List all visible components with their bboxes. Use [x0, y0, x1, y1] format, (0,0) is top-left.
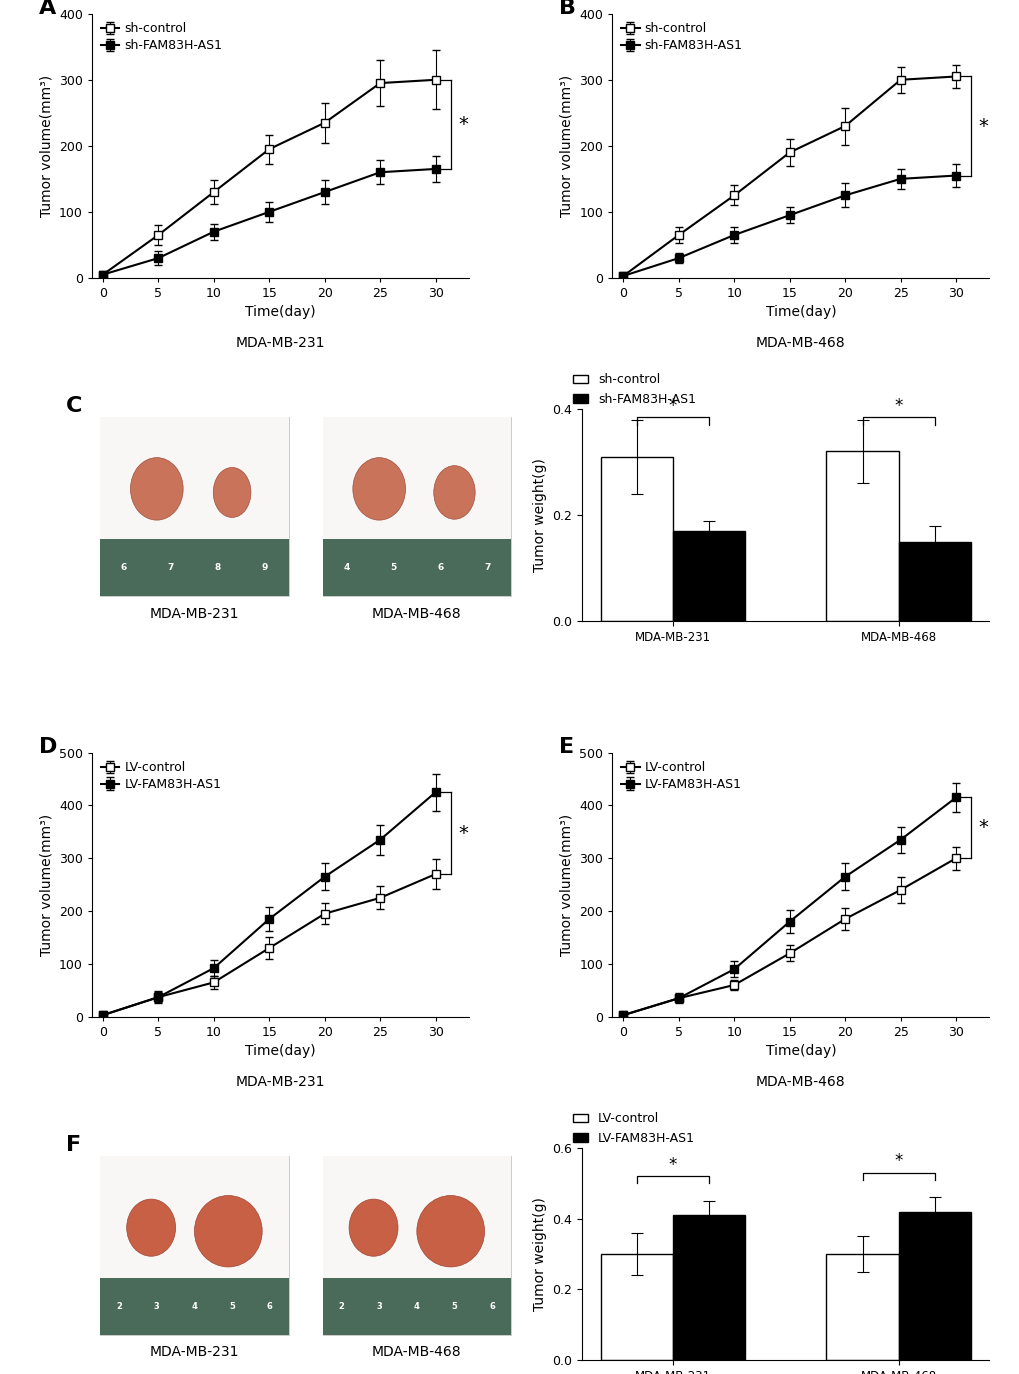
Text: 9: 9	[262, 563, 268, 572]
Text: 4: 4	[342, 563, 350, 572]
Text: 4: 4	[414, 1301, 420, 1311]
Legend: sh-control, sh-FAM83H-AS1: sh-control, sh-FAM83H-AS1	[618, 21, 745, 55]
Text: E: E	[558, 736, 574, 757]
Ellipse shape	[353, 458, 406, 521]
Text: 3: 3	[376, 1301, 382, 1311]
Y-axis label: Tumor volume(mm³): Tumor volume(mm³)	[559, 813, 573, 956]
FancyBboxPatch shape	[100, 539, 288, 596]
Text: 8: 8	[215, 563, 221, 572]
X-axis label: Time(day): Time(day)	[765, 1044, 836, 1058]
Legend: LV-control, LV-FAM83H-AS1: LV-control, LV-FAM83H-AS1	[568, 1107, 699, 1150]
Bar	[600, 1254, 673, 1360]
Text: MDA-MB-231: MDA-MB-231	[150, 1345, 239, 1359]
Text: D: D	[39, 736, 57, 757]
Bar	[825, 452, 898, 621]
Ellipse shape	[433, 466, 475, 519]
Bar	[600, 456, 673, 621]
Text: 6: 6	[120, 563, 127, 572]
FancyBboxPatch shape	[322, 1157, 511, 1334]
FancyBboxPatch shape	[322, 1278, 511, 1334]
Text: 5: 5	[229, 1301, 234, 1311]
Text: *: *	[978, 117, 987, 136]
Y-axis label: Tumor volume(mm³): Tumor volume(mm³)	[40, 74, 53, 217]
Bar	[898, 1212, 970, 1360]
Text: MDA-MB-468: MDA-MB-468	[755, 1074, 845, 1088]
Text: 5: 5	[451, 1301, 457, 1311]
Text: 7: 7	[484, 563, 490, 572]
FancyBboxPatch shape	[322, 418, 511, 539]
Text: *: *	[458, 115, 468, 133]
Y-axis label: Tumor volume(mm³): Tumor volume(mm³)	[39, 813, 53, 956]
Text: *: *	[458, 823, 468, 842]
Text: *: *	[978, 819, 987, 837]
X-axis label: Time(day): Time(day)	[245, 305, 315, 320]
Bar	[825, 1254, 898, 1360]
Text: MDA-MB-468: MDA-MB-468	[372, 1345, 462, 1359]
FancyBboxPatch shape	[322, 539, 511, 596]
Legend: LV-control, LV-FAM83H-AS1: LV-control, LV-FAM83H-AS1	[98, 758, 223, 794]
Text: 5: 5	[390, 563, 396, 572]
Text: 4: 4	[192, 1301, 198, 1311]
Bar	[673, 1215, 744, 1360]
Text: B: B	[558, 0, 576, 18]
FancyBboxPatch shape	[100, 418, 288, 539]
Legend: LV-control, LV-FAM83H-AS1: LV-control, LV-FAM83H-AS1	[618, 758, 744, 794]
Y-axis label: Tumor volume(mm³): Tumor volume(mm³)	[559, 74, 574, 217]
Ellipse shape	[130, 458, 183, 521]
Legend: sh-control, sh-FAM83H-AS1: sh-control, sh-FAM83H-AS1	[568, 368, 700, 411]
Text: 7: 7	[167, 563, 174, 572]
Text: F: F	[66, 1135, 82, 1156]
Bar	[898, 541, 970, 621]
Text: C: C	[66, 396, 83, 416]
FancyBboxPatch shape	[100, 1278, 288, 1334]
X-axis label: Time(day): Time(day)	[245, 1044, 315, 1058]
Text: MDA-MB-468: MDA-MB-468	[372, 606, 462, 621]
Y-axis label: Tumor weight(g): Tumor weight(g)	[532, 1197, 546, 1311]
Text: 6: 6	[267, 1301, 272, 1311]
Text: MDA-MB-468: MDA-MB-468	[755, 337, 845, 350]
Text: *: *	[894, 1153, 902, 1171]
Ellipse shape	[348, 1200, 397, 1256]
FancyBboxPatch shape	[100, 1157, 288, 1278]
Text: A: A	[39, 0, 56, 18]
FancyBboxPatch shape	[322, 1157, 511, 1278]
Text: 6: 6	[489, 1301, 494, 1311]
Text: *: *	[894, 397, 902, 415]
Text: 6: 6	[437, 563, 443, 572]
Text: *: *	[668, 397, 677, 415]
Ellipse shape	[126, 1200, 175, 1256]
Text: 2: 2	[338, 1301, 344, 1311]
Text: MDA-MB-231: MDA-MB-231	[235, 1074, 325, 1088]
FancyBboxPatch shape	[100, 418, 288, 596]
Y-axis label: Tumor weight(g): Tumor weight(g)	[532, 459, 546, 572]
Ellipse shape	[195, 1195, 262, 1267]
Ellipse shape	[417, 1195, 484, 1267]
Legend: sh-control, sh-FAM83H-AS1: sh-control, sh-FAM83H-AS1	[98, 21, 224, 55]
Text: *: *	[668, 1156, 677, 1173]
FancyBboxPatch shape	[100, 1157, 288, 1334]
Text: 3: 3	[154, 1301, 160, 1311]
Bar	[673, 532, 744, 621]
Text: 2: 2	[116, 1301, 122, 1311]
X-axis label: Time(day): Time(day)	[765, 305, 836, 320]
Ellipse shape	[213, 467, 251, 518]
Text: MDA-MB-231: MDA-MB-231	[150, 606, 239, 621]
FancyBboxPatch shape	[322, 418, 511, 596]
Text: MDA-MB-231: MDA-MB-231	[235, 337, 325, 350]
